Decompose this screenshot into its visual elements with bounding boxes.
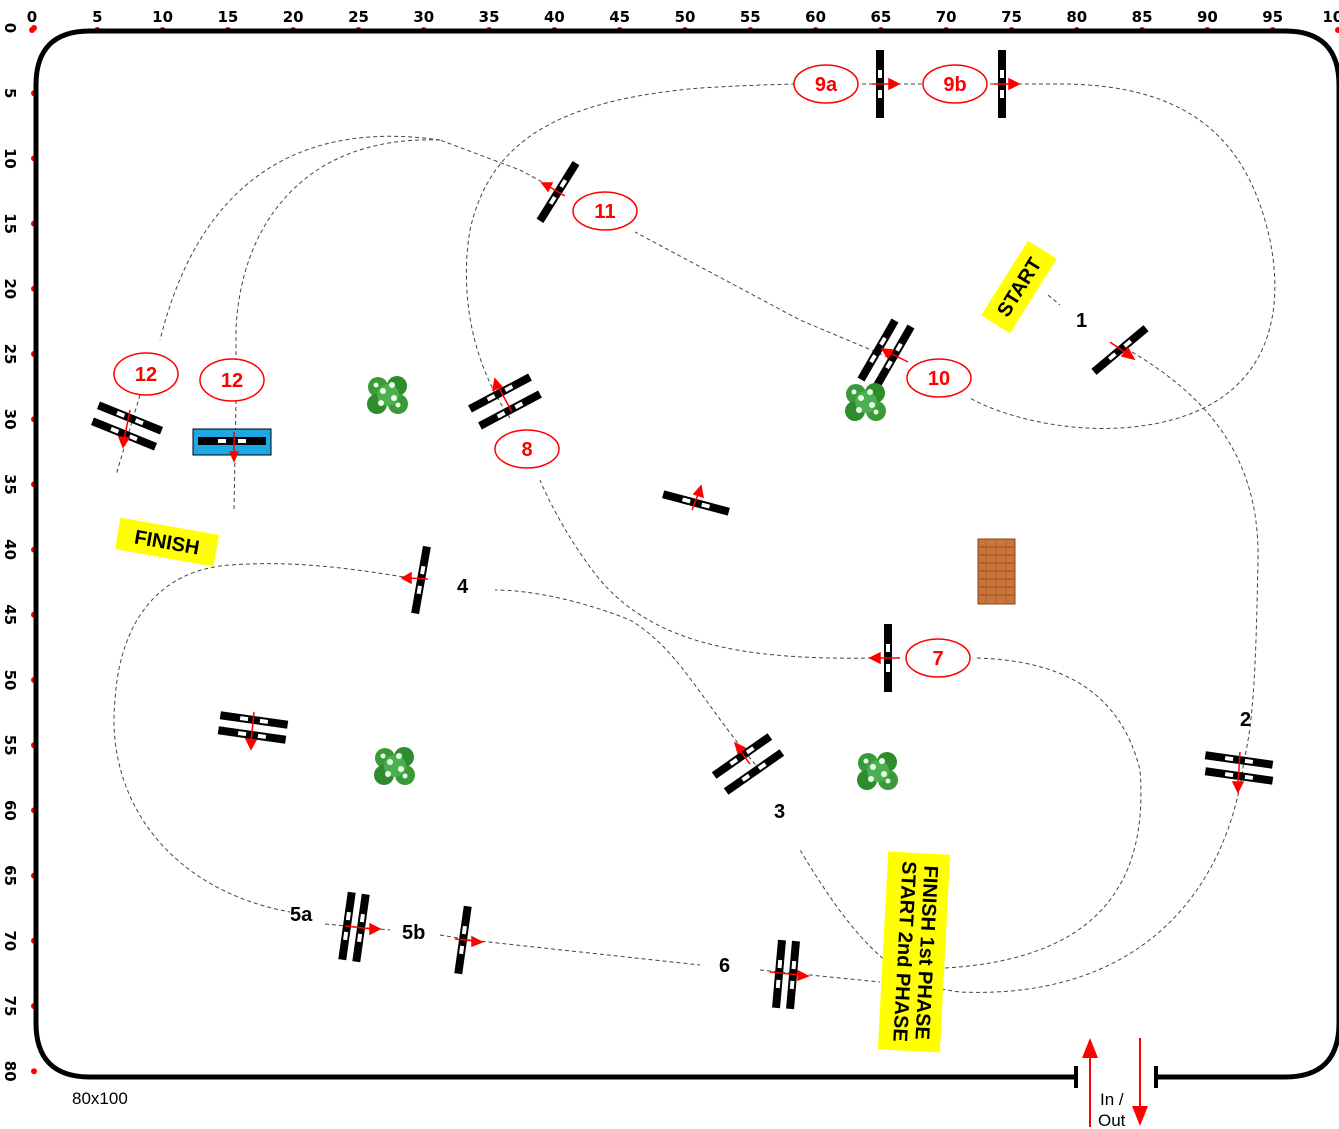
out-arrow-icon [1132, 1038, 1148, 1126]
x-tick-label: 30 [413, 8, 434, 26]
obstacle-badge-12b: 12 [199, 358, 265, 402]
obstacle-label-3: 3 [774, 801, 785, 823]
x-tick-label: 25 [348, 8, 369, 26]
y-tick-label: 80 [1, 1061, 19, 1082]
start-sign: START [981, 240, 1057, 334]
direction-arrows [117, 77, 1245, 982]
x-tick-label: 85 [1132, 8, 1153, 26]
y-tick-label: 0 [1, 23, 19, 33]
y-tick-label: 75 [1, 996, 19, 1017]
svg-text:10: 10 [928, 368, 950, 390]
bush-decoration [367, 376, 408, 414]
obstacle-label-1: 1 [1076, 310, 1087, 332]
x-tick-label: 40 [544, 8, 565, 26]
x-tick-label: 70 [936, 8, 957, 26]
obstacle-1-rail [1091, 325, 1149, 375]
y-tick-label: 50 [1, 670, 19, 691]
x-tick-label: 90 [1197, 8, 1218, 26]
y-tick-label: 65 [1, 865, 19, 886]
obstacle-label-6: 6 [719, 955, 730, 977]
obstacle-label-5a: 5a [290, 904, 313, 926]
y-tick-label: 55 [1, 735, 19, 756]
x-tick-mark [1335, 27, 1339, 33]
y-tick-mark [31, 25, 37, 31]
y-tick-label: 5 [1, 88, 19, 98]
in-arrow-icon [1082, 1038, 1098, 1127]
arena-size-label: 80x100 [72, 1089, 128, 1108]
y-tick-label: 70 [1, 930, 19, 951]
y-tick-label: 15 [1, 213, 19, 234]
obstacle-12b-water [192, 428, 272, 456]
svg-text:12: 12 [221, 370, 243, 392]
y-tick-mark [31, 1068, 37, 1075]
x-tick-label: 15 [217, 8, 238, 26]
phase-sign: FINISH 1st PHASE START 2nd PHASE [877, 851, 951, 1053]
svg-text:11: 11 [594, 201, 615, 223]
x-tick-label: 10 [152, 8, 173, 26]
svg-text:9a: 9a [815, 74, 838, 96]
y-tick-label: 20 [1, 278, 19, 299]
obstacle-badge-8: 8 [494, 429, 560, 469]
x-tick-label: 100 [1322, 8, 1339, 26]
y-tick-label: 40 [1, 539, 19, 560]
y-tick-label: 25 [1, 344, 19, 365]
brick-wall-decoration [977, 538, 1016, 605]
x-tick-label: 60 [805, 8, 826, 26]
obstacle-badge-9b: 9b [922, 64, 988, 104]
y-axis-ruler: 0 5 10 15 20 25 30 35 40 45 50 55 60 65 70 75 80 [1, 23, 37, 1082]
gate-label-in: In / [1100, 1090, 1124, 1109]
bush-decoration [857, 752, 898, 790]
svg-text:9b: 9b [943, 74, 966, 96]
arena-boundary [33, 28, 1339, 1080]
finish-sign: FINISH [114, 517, 220, 567]
x-tick-label: 95 [1262, 8, 1283, 26]
obstacle-label-5b: 5b [402, 922, 425, 944]
obstacle-badge-7: 7 [905, 638, 971, 678]
obstacle-label-4: 4 [457, 576, 469, 598]
obstacle-label-2: 2 [1240, 709, 1251, 731]
y-tick-label: 35 [1, 474, 19, 495]
y-tick-label: 10 [1, 148, 19, 169]
x-tick-label: 20 [283, 8, 304, 26]
y-tick-label: 60 [1, 800, 19, 821]
y-tick-label: 45 [1, 604, 19, 625]
x-tick-label: 0 [27, 8, 37, 26]
svg-text:7: 7 [932, 648, 943, 670]
x-tick-label: 75 [1001, 8, 1022, 26]
obstacle-badge-10: 10 [906, 358, 972, 398]
x-tick-label: 65 [870, 8, 891, 26]
obstacle-4-rail [411, 545, 431, 615]
svg-text:12: 12 [135, 364, 157, 386]
y-tick-label: 30 [1, 409, 19, 430]
x-tick-label: 55 [740, 8, 761, 26]
x-tick-label: 35 [479, 8, 500, 26]
riding-route [113, 83, 1276, 993]
bush-decoration [845, 383, 886, 421]
obstacle-badge-12a: 12 [113, 352, 179, 396]
gate-label-out: Out [1098, 1111, 1126, 1129]
x-tick-label: 80 [1066, 8, 1087, 26]
obstacle-badge-9a: 9a [793, 64, 859, 104]
obstacle-badge-11: 11 [572, 191, 638, 231]
obstacle-3-rail [711, 733, 785, 795]
svg-text:8: 8 [521, 439, 532, 461]
x-tick-label: 50 [675, 8, 696, 26]
obstacle-8-rail [468, 373, 542, 430]
bush-decoration [374, 747, 415, 785]
x-tick-label: 5 [92, 8, 102, 26]
x-tick-label: 45 [609, 8, 630, 26]
